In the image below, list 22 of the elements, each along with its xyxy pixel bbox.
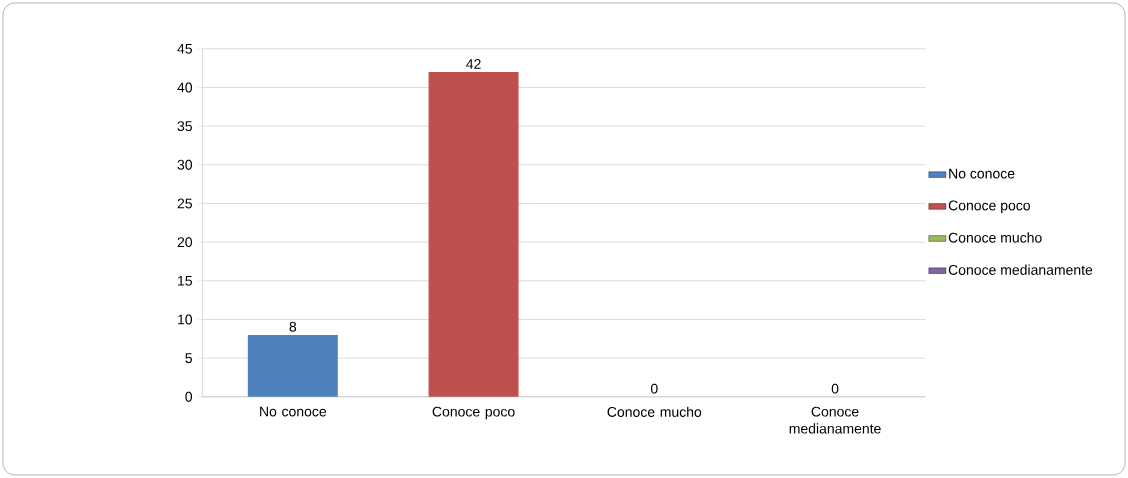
y-tick-label: 25 [177,198,192,209]
legend-label: Conoce mucho [948,232,1042,243]
y-tick-label: 0 [185,391,193,402]
data-label: 0 [831,383,839,394]
x-tick-label: Conoce poco [432,406,515,420]
y-tick-label: 30 [177,159,193,170]
y-tick-label: 20 [177,237,193,248]
x-tick-label: Conoce mucho [607,406,702,417]
y-tick-label: 15 [178,275,192,286]
x-tick-label: No conoce [260,406,327,417]
y-tick-label: 10 [178,314,193,325]
data-label: 42 [466,59,481,69]
legend-label: No conoce [949,168,1015,179]
data-label: 8 [289,321,297,332]
y-tick-label: 5 [185,353,192,364]
y-tick-label: 35 [177,121,192,132]
legend-label: Conoce poco [948,200,1030,214]
legend-label: Conoce medianamente [948,264,1093,275]
data-label: 0 [650,383,658,394]
y-tick-label: 45 [177,43,192,54]
y-tick-label: 40 [177,82,193,93]
x-tick-label: Conoce medianamente [789,406,881,434]
